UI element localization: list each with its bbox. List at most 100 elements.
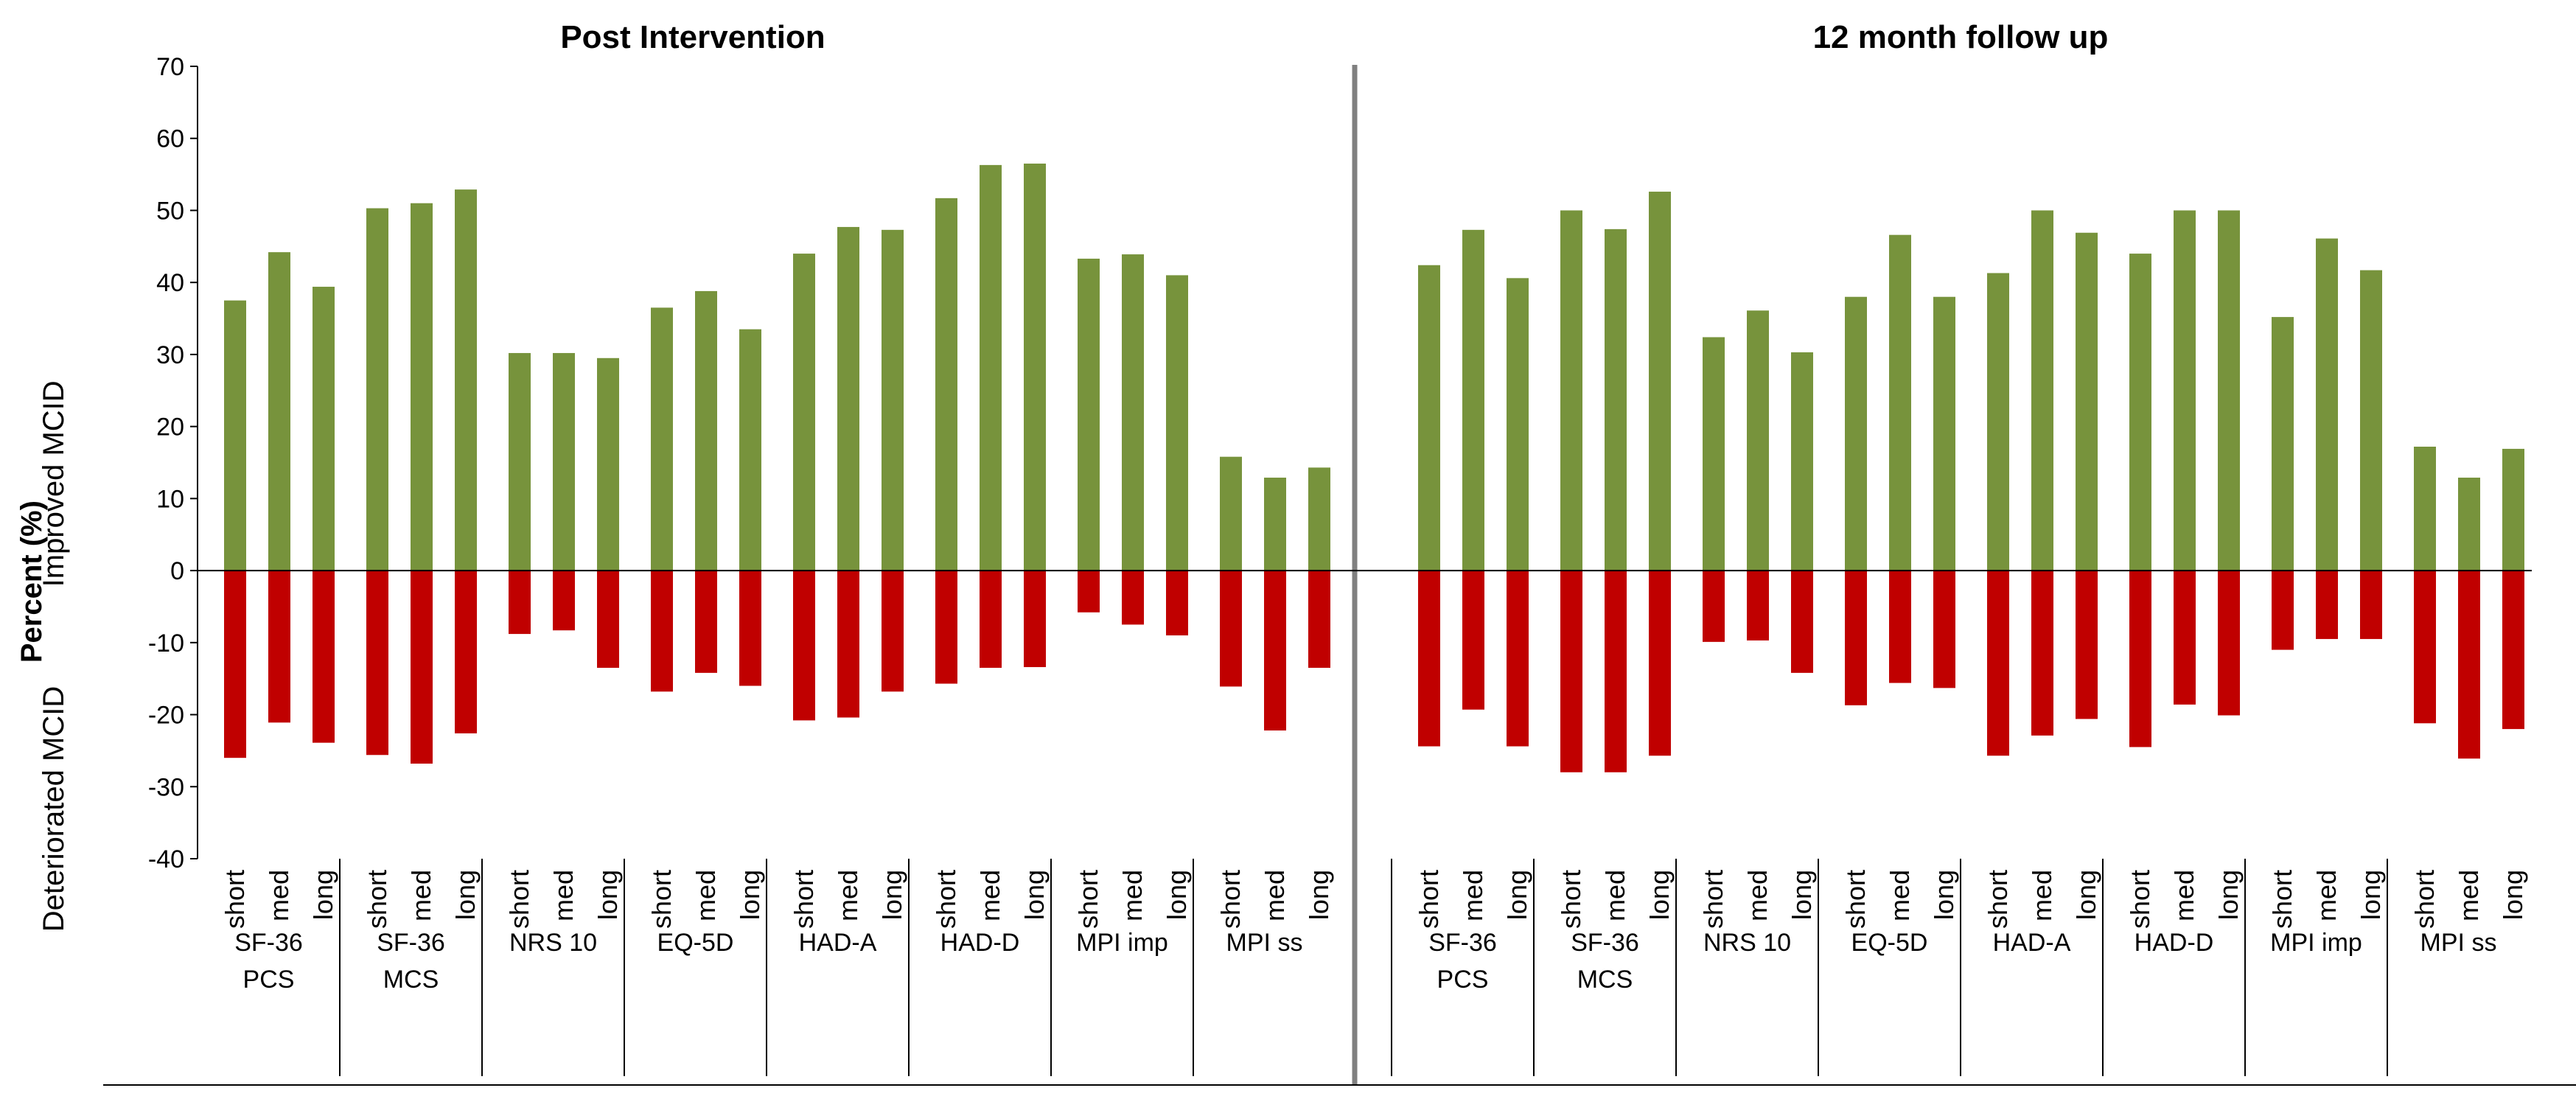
condition-label: long bbox=[308, 870, 338, 920]
measure-label: HAD-D bbox=[940, 929, 1020, 957]
condition-label: med bbox=[1260, 870, 1290, 921]
condition-label: short bbox=[1840, 870, 1871, 929]
bar-improved bbox=[2129, 254, 2151, 571]
bar-deteriorated bbox=[1649, 571, 1671, 756]
condition-label: short bbox=[1073, 870, 1103, 929]
measure-label: SF-36 bbox=[1571, 929, 1639, 957]
bar-deteriorated bbox=[1078, 571, 1100, 613]
bar-improved bbox=[2031, 210, 2053, 571]
condition-label: long bbox=[1929, 870, 1959, 920]
bar-improved bbox=[313, 287, 335, 571]
bar-improved bbox=[2458, 478, 2480, 571]
condition-label: long bbox=[2213, 870, 2244, 920]
y-tick-label: 70 bbox=[156, 53, 184, 81]
condition-label: short bbox=[362, 870, 392, 929]
bar-improved bbox=[1078, 258, 1100, 571]
bar-improved bbox=[597, 357, 619, 571]
bar-improved bbox=[1889, 234, 1911, 571]
condition-label: long bbox=[1162, 870, 1192, 920]
bar-deteriorated bbox=[268, 571, 290, 723]
bar-deteriorated bbox=[1703, 571, 1725, 642]
bar-improved bbox=[1166, 275, 1188, 571]
measure-label: EQ-5D bbox=[657, 929, 734, 957]
axes bbox=[103, 65, 2576, 1086]
condition-label: med bbox=[406, 870, 436, 921]
measure-label: NRS 10 bbox=[1703, 929, 1791, 957]
condition-label: med bbox=[548, 870, 579, 921]
bar-deteriorated bbox=[980, 571, 1002, 669]
bar-improved bbox=[1308, 467, 1330, 571]
panel-title: 12 month follow up bbox=[1813, 19, 2109, 55]
bar-improved bbox=[553, 352, 575, 571]
bar-improved bbox=[1933, 296, 1955, 571]
bar-improved bbox=[411, 203, 433, 571]
measure-label: NRS 10 bbox=[509, 929, 597, 957]
condition-label: short bbox=[1983, 870, 2013, 929]
measure-label: MPI ss bbox=[1226, 929, 1303, 957]
measure-label-line2: PCS bbox=[243, 966, 295, 994]
bar-deteriorated bbox=[2129, 571, 2151, 747]
condition-label: short bbox=[2267, 870, 2297, 929]
measure-label-line2: MCS bbox=[383, 966, 439, 994]
bar-deteriorated bbox=[651, 571, 673, 692]
y-tick-label: 30 bbox=[156, 341, 184, 369]
condition-label: med bbox=[2169, 870, 2199, 921]
measure-label: HAD-A bbox=[1993, 929, 2071, 957]
bar-improved bbox=[1703, 337, 1725, 571]
bar-improved bbox=[793, 254, 815, 571]
bar-deteriorated bbox=[1166, 571, 1188, 636]
bar-deteriorated bbox=[509, 571, 531, 635]
bar-improved bbox=[1024, 163, 1046, 571]
bar-improved bbox=[1791, 352, 1813, 571]
measure-label: MPI imp bbox=[2270, 929, 2362, 957]
bar-deteriorated bbox=[1987, 571, 2009, 756]
condition-label: med bbox=[975, 870, 1005, 921]
measure-label: MPI imp bbox=[1076, 929, 1168, 957]
measure-label: SF-36 bbox=[377, 929, 445, 957]
measure-label: SF-36 bbox=[1428, 929, 1497, 957]
condition-label: long bbox=[1787, 870, 1817, 920]
y-tick-label: -40 bbox=[148, 845, 184, 873]
bar-deteriorated bbox=[695, 571, 717, 673]
bar-improved bbox=[882, 229, 904, 571]
y-axis-label-deteriorated: Deteriorated MCID bbox=[38, 686, 70, 932]
condition-label: short bbox=[504, 870, 534, 929]
measure-label-line2: PCS bbox=[1437, 966, 1489, 994]
measure-label: EQ-5D bbox=[1851, 929, 1928, 957]
bar-improved bbox=[1264, 478, 1286, 571]
bar-deteriorated bbox=[1264, 571, 1286, 731]
bar-deteriorated bbox=[455, 571, 477, 733]
bar-deteriorated bbox=[411, 571, 433, 764]
condition-label: long bbox=[1644, 870, 1675, 920]
bar-improved bbox=[935, 198, 957, 571]
bar-deteriorated bbox=[2174, 571, 2196, 705]
condition-label: long bbox=[2071, 870, 2101, 920]
condition-label: med bbox=[2454, 870, 2484, 921]
bar-deteriorated bbox=[2360, 571, 2382, 639]
bar-deteriorated bbox=[2502, 571, 2524, 730]
bar-improved bbox=[1220, 456, 1242, 571]
condition-label: med bbox=[833, 870, 863, 921]
condition-label: short bbox=[1556, 870, 1586, 929]
bar-deteriorated bbox=[2272, 571, 2294, 650]
bar-improved bbox=[2272, 317, 2294, 571]
condition-label: short bbox=[931, 870, 961, 929]
bar-deteriorated bbox=[1889, 571, 1911, 683]
bar-deteriorated bbox=[1933, 571, 1955, 688]
bar-improved bbox=[1418, 265, 1440, 571]
bar-deteriorated bbox=[1845, 571, 1867, 705]
condition-label: long bbox=[735, 870, 765, 920]
bar-deteriorated bbox=[597, 571, 619, 669]
labels: 70 60 50 40 30 20 10 0 -10 -20 -30 -40 Improved MCID… bbox=[15, 19, 2528, 994]
measure-label: HAD-D bbox=[2135, 929, 2214, 957]
condition-label: short bbox=[646, 870, 677, 929]
bar-deteriorated bbox=[553, 571, 575, 631]
bar-improved bbox=[980, 164, 1002, 571]
y-tick-label: 60 bbox=[156, 125, 184, 153]
bar-deteriorated bbox=[793, 571, 815, 721]
bar-improved bbox=[224, 300, 246, 571]
bar-deteriorated bbox=[935, 571, 957, 684]
condition-label: med bbox=[1458, 870, 1488, 921]
bar-deteriorated bbox=[313, 571, 335, 743]
